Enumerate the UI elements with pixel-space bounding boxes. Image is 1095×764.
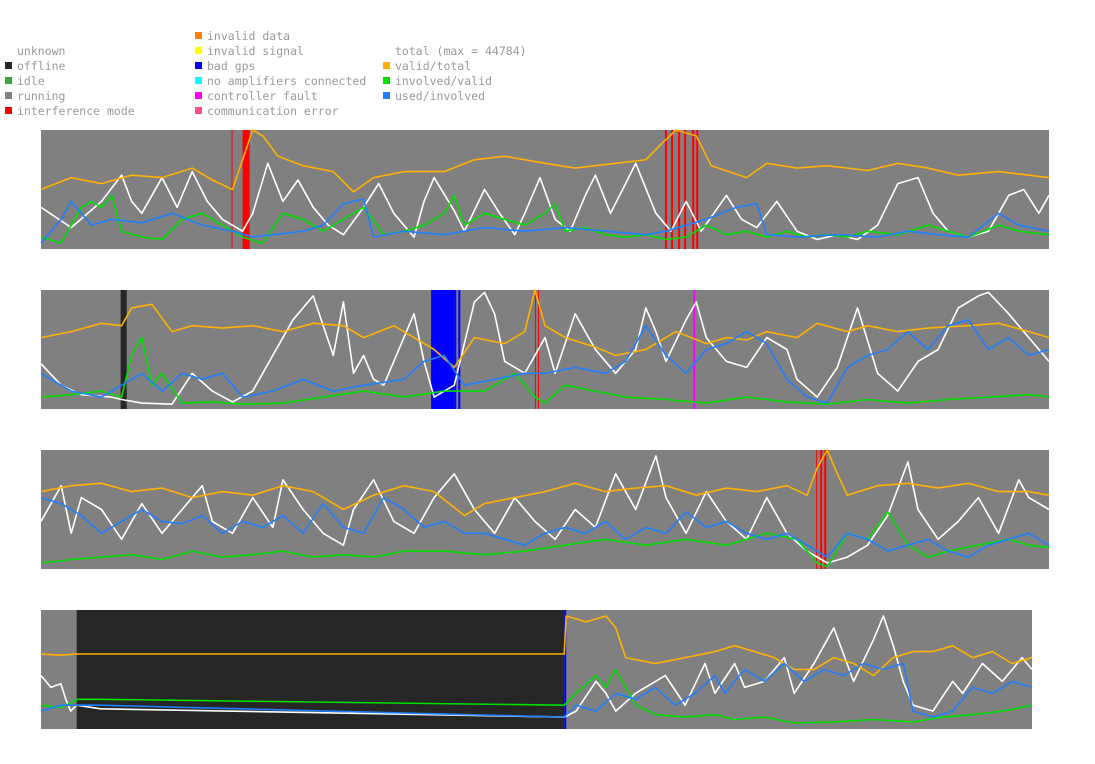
series-line-total: [40, 615, 1033, 718]
legend-entry-communication-error: communication error: [195, 104, 339, 119]
legend-entry-unknown: unknown: [17, 44, 65, 59]
legend-swatch: [195, 92, 202, 99]
state-band-interference: [696, 130, 699, 249]
state-band-interference: [534, 290, 536, 409]
legend-entry-used-involved: used/involved: [383, 89, 485, 104]
state-band-interference: [824, 450, 827, 569]
legend-label: controller fault: [207, 89, 318, 103]
legend-label: idle: [17, 74, 45, 88]
legend-label: used/involved: [395, 89, 486, 103]
series-line-total: [40, 455, 1050, 564]
state-band-offline: [120, 290, 127, 409]
legend-entry-idle: idle: [5, 74, 45, 89]
state-band-interference: [664, 130, 667, 249]
legend-entry-invalid-data: invalid data: [195, 29, 290, 44]
state-band-bad-gps: [564, 610, 567, 729]
legend-swatch: [195, 107, 202, 114]
state-band-bad-gps: [454, 290, 457, 409]
legend-label: total (max = 44784): [395, 44, 527, 58]
legend-label: interference mode: [17, 104, 135, 118]
plot-panel-2: [40, 289, 1050, 409]
legend-swatch: [5, 62, 12, 69]
legend-label: valid/total: [395, 59, 472, 73]
legend-label: invalid signal: [207, 44, 304, 58]
state-band-interference: [684, 130, 687, 249]
legend-label: involved/valid: [395, 74, 492, 88]
legend-entry-offline: offline: [5, 59, 65, 74]
series-line-valid: [40, 129, 1050, 193]
legend-entry-interference-mode: interference mode: [5, 104, 135, 119]
legend-label: no amplifiers connected: [207, 74, 367, 88]
legend-label: unknown: [17, 44, 66, 58]
legend-entry-running: running: [5, 89, 65, 104]
legend-label: offline: [17, 59, 66, 73]
legend-entry-invalid-signal: invalid signal: [195, 44, 304, 59]
series-line-involved: [40, 668, 1033, 724]
legend-swatch: [5, 77, 12, 84]
plot-panel-3: [40, 449, 1050, 569]
legend-entry-no-amplifiers: no amplifiers connected: [195, 74, 366, 89]
legend-entry-controller-fault: controller fault: [195, 89, 318, 104]
legend-swatch: [195, 62, 202, 69]
legend-swatch: [383, 92, 390, 99]
series-line-total: [40, 162, 1050, 241]
legend-swatch: [5, 92, 12, 99]
state-band-interference: [671, 130, 674, 249]
state-band-interference: [816, 450, 818, 569]
series-line-used: [40, 198, 1050, 244]
plot-panel-1: [40, 129, 1050, 249]
legend-label: communication error: [207, 104, 339, 118]
legend-entry-valid-total: valid/total: [383, 59, 471, 74]
legend-swatch: [383, 62, 390, 69]
series-line-used: [40, 662, 1033, 718]
legend-entry-involved-valid: involved/valid: [383, 74, 492, 89]
state-band-interference: [820, 450, 823, 569]
legend-entry-bad-gps: bad gps: [195, 59, 255, 74]
legend-swatch: [195, 77, 202, 84]
series-line-valid: [40, 449, 1050, 517]
legend-label: running: [17, 89, 66, 103]
legend-swatch: [195, 47, 202, 54]
state-band-interference: [678, 130, 681, 249]
legend-swatch: [195, 32, 202, 39]
state-band-interference: [242, 130, 250, 249]
state-band-controller-fault: [693, 290, 696, 409]
series-line-valid: [40, 289, 1050, 369]
series-line-used: [40, 319, 1050, 404]
series-line-involved: [40, 336, 1050, 405]
state-band-interference: [692, 130, 695, 249]
state-band-bad-gps: [458, 290, 461, 409]
legend-swatch: [5, 107, 12, 114]
state-band-bad-gps: [431, 290, 455, 409]
series-line-involved: [40, 511, 1050, 568]
legend-swatch: [383, 77, 390, 84]
series-line-valid: [40, 615, 1033, 677]
legend-label: invalid data: [207, 29, 291, 43]
legend-label: bad gps: [207, 59, 256, 73]
series-line-used: [40, 496, 1050, 558]
legend-entry-total: total (max = 44784): [395, 44, 527, 59]
plot-panel-4: [40, 610, 1033, 729]
